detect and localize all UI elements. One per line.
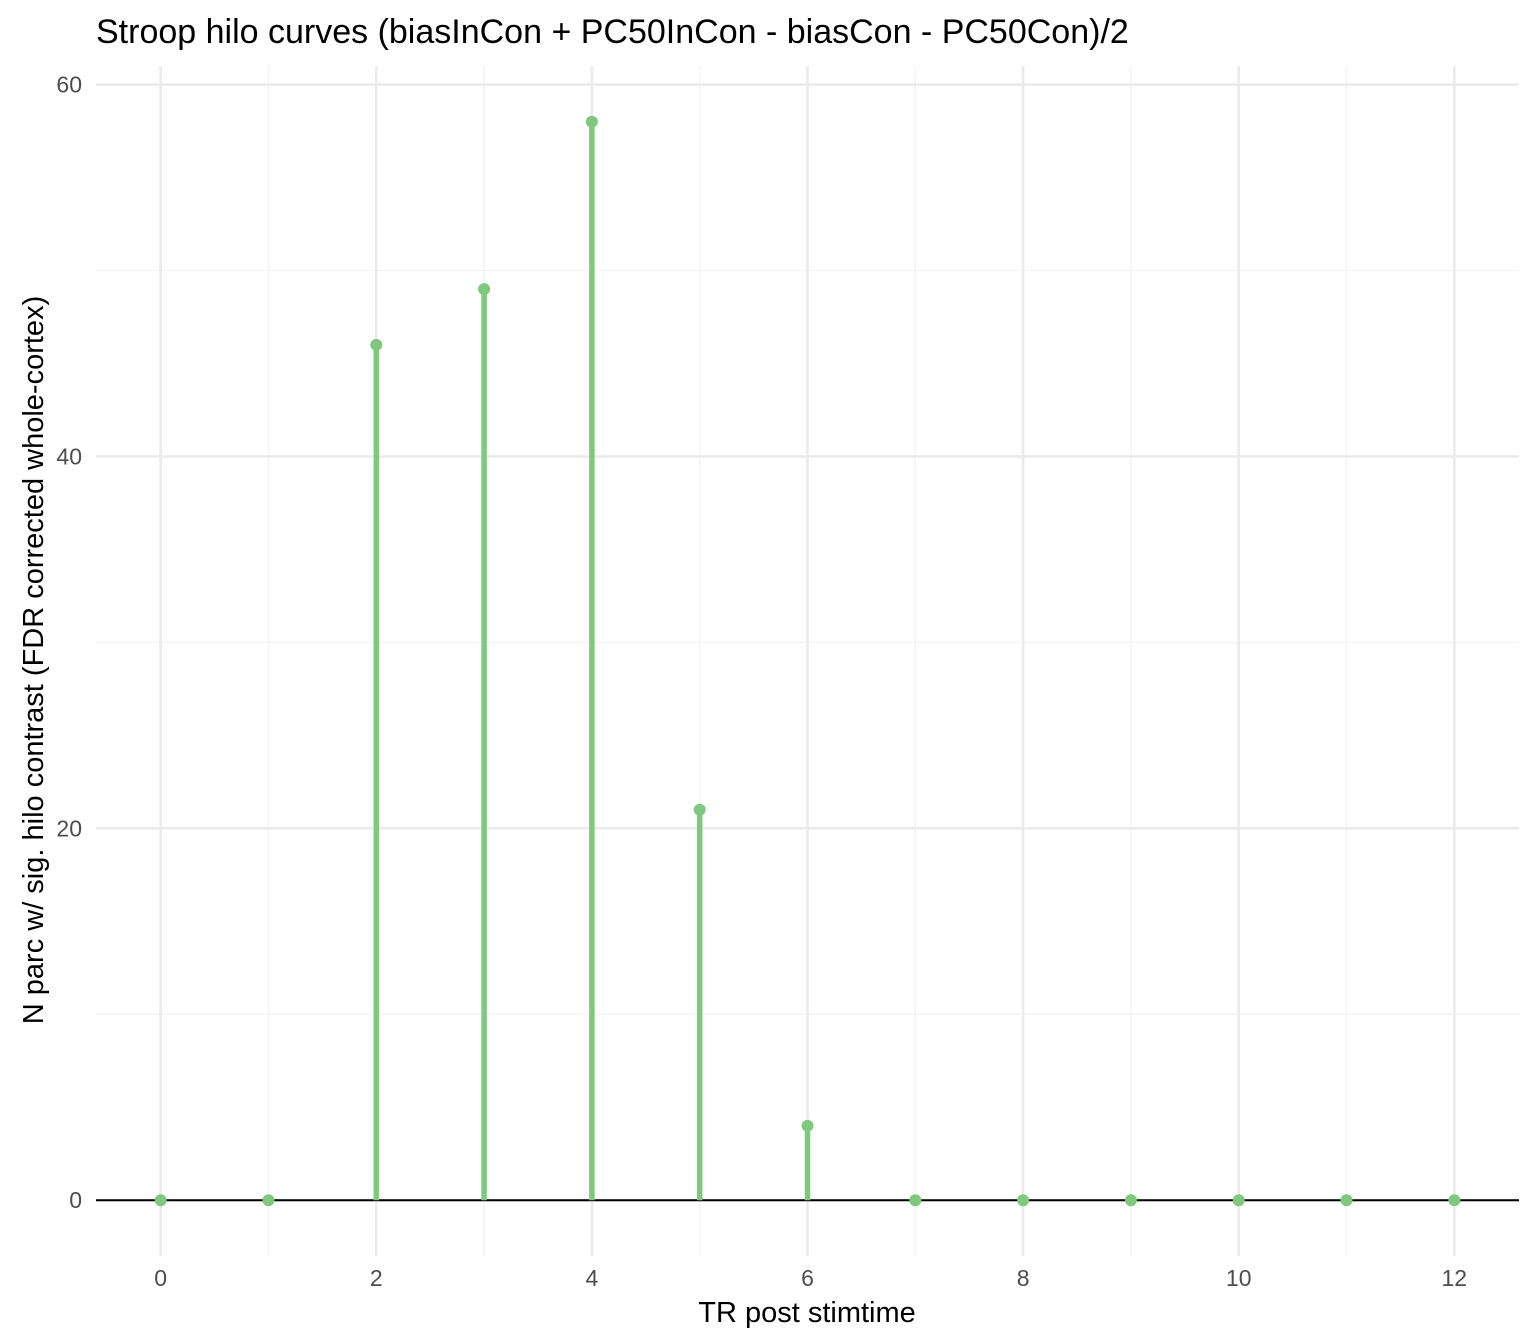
- x-tick-label: 6: [801, 1265, 814, 1291]
- x-tick-label: 2: [370, 1265, 383, 1291]
- data-point: [1448, 1194, 1461, 1207]
- data-point: [1232, 1194, 1245, 1207]
- y-tick-label: 60: [56, 72, 82, 98]
- data-point: [1124, 1194, 1137, 1207]
- data-point: [154, 1194, 167, 1207]
- data-point: [262, 1194, 275, 1207]
- x-axis-title: TR post stimtime: [698, 1297, 916, 1329]
- data-point: [909, 1194, 922, 1207]
- chart-title: Stroop hilo curves (biasInCon + PC50InCo…: [96, 13, 1129, 51]
- y-tick-label: 20: [56, 815, 82, 841]
- data-point: [693, 803, 706, 816]
- tick-labels: 0 2 4 6 8 10 12 0 20 40 60: [56, 72, 1467, 1291]
- data-point: [1017, 1194, 1030, 1207]
- x-tick-label: 4: [585, 1265, 598, 1291]
- y-tick-label: 0: [69, 1187, 82, 1213]
- data-marks: [154, 115, 1461, 1207]
- x-tick-label: 0: [154, 1265, 167, 1291]
- data-point: [370, 338, 383, 351]
- data-point: [478, 283, 491, 296]
- x-tick-label: 10: [1226, 1265, 1252, 1291]
- x-tick-label: 8: [1017, 1265, 1030, 1291]
- data-point: [1340, 1194, 1353, 1207]
- y-tick-label: 40: [56, 443, 82, 469]
- y-axis-title: N parc w/ sig. hilo contrast (FDR correc…: [18, 296, 50, 1024]
- data-point: [801, 1119, 814, 1132]
- data-point: [585, 115, 598, 128]
- x-tick-label: 12: [1442, 1265, 1468, 1291]
